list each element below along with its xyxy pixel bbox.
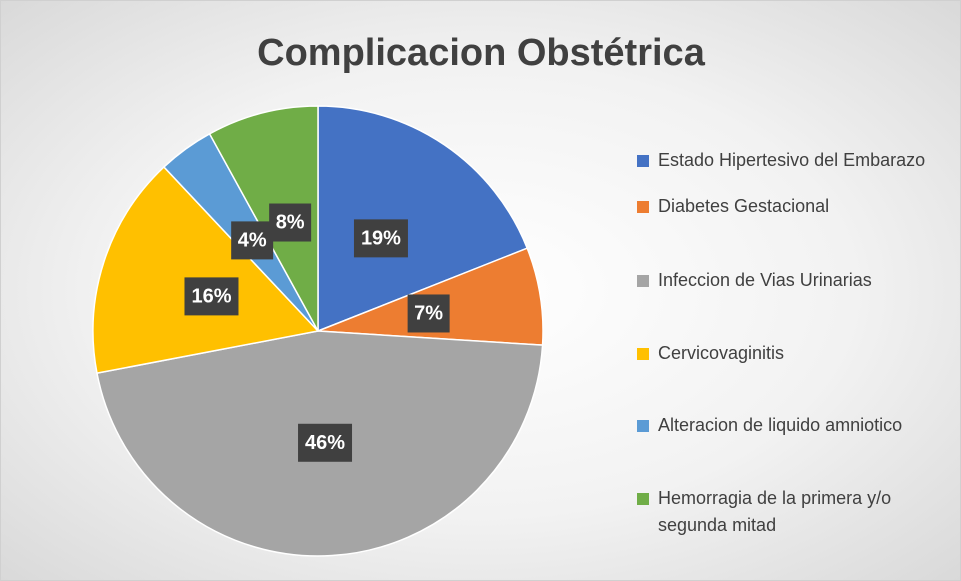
legend-entry: Cervicovaginitis: [637, 340, 948, 367]
pie-slice: [208, 105, 319, 332]
data-label: 7%: [414, 302, 443, 324]
data-label-box: [184, 277, 239, 316]
pie-slice: [92, 165, 320, 375]
legend-label: Estado Hipertesivo del Embarazo: [658, 150, 926, 170]
legend-swatch: [637, 201, 649, 213]
legend-entry: Estado Hipertesivo del Embarazo: [637, 147, 948, 174]
data-label-box: [407, 294, 450, 333]
data-label: 46%: [305, 432, 345, 454]
legend-swatch: [637, 493, 649, 505]
legend-label: Diabetes Gestacional: [658, 196, 830, 216]
data-label: 16%: [191, 285, 231, 307]
legend-label: Alteracion de liquido amniotico: [658, 415, 903, 435]
legend-entry: Hemorragia de la primera y/o segunda mit…: [637, 485, 948, 539]
legend-swatch: [637, 275, 649, 287]
data-label-box: [353, 219, 408, 258]
legend-label: Cervicovaginitis: [658, 343, 785, 363]
pie-slice: [317, 105, 529, 333]
legend-entry: Diabetes Gestacional: [637, 193, 948, 220]
legend-label: Infeccion de Vias Urinarias: [658, 270, 872, 290]
legend-swatch: [637, 155, 649, 167]
data-label-box: [269, 203, 312, 242]
chart-title: Complicacion Obstétrica: [257, 32, 706, 74]
legend-swatch: [637, 348, 649, 360]
data-label-box: [298, 423, 353, 462]
legend-label: Hemorragia de la primera y/o segunda mit…: [658, 488, 892, 535]
data-label: 4%: [238, 229, 267, 251]
legend-swatch: [637, 420, 649, 432]
legend-entry: Alteracion de liquido amniotico: [637, 412, 948, 439]
data-label: 8%: [276, 212, 305, 234]
legend-entry: Infeccion de Vias Urinarias: [637, 267, 948, 294]
data-label-box: [231, 221, 274, 260]
data-label: 19%: [361, 227, 401, 249]
